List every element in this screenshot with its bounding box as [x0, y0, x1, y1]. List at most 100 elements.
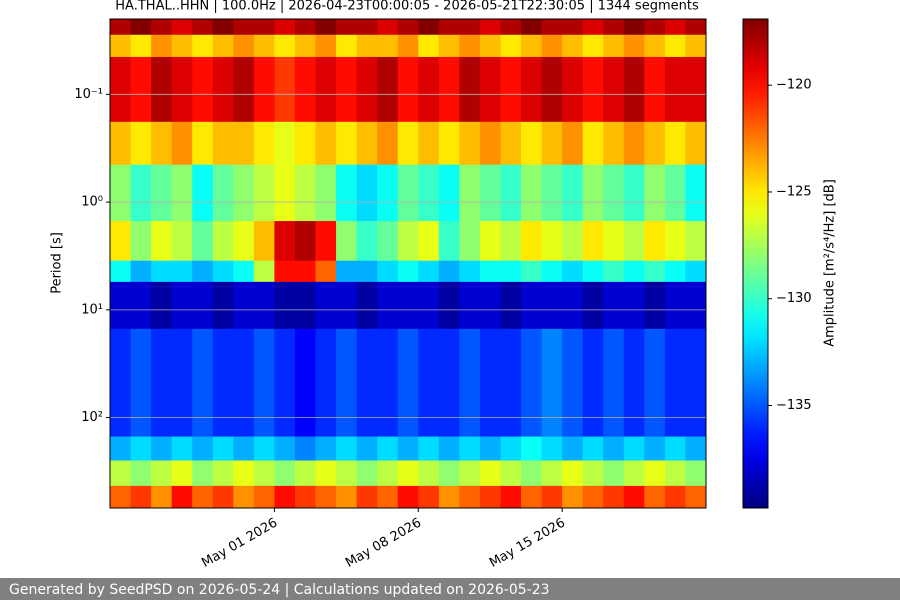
- heat-cell: [377, 328, 399, 437]
- heat-cell: [685, 460, 707, 487]
- heat-cell: [500, 281, 522, 330]
- heat-cell: [336, 164, 358, 222]
- heat-cell: [479, 34, 501, 58]
- heat-cell: [356, 260, 378, 283]
- heat-cell: [459, 221, 481, 262]
- heat-cell: [500, 460, 522, 487]
- heat-cell: [603, 221, 625, 262]
- heat-cell: [377, 56, 399, 123]
- heat-cell: [233, 19, 255, 36]
- heat-cell: [356, 56, 378, 123]
- heat-cell: [685, 260, 707, 283]
- heat-cell: [294, 485, 316, 509]
- heat-cell: [151, 221, 173, 262]
- heat-cell: [582, 56, 604, 123]
- heat-cell: [438, 164, 460, 222]
- heat-cell: [315, 56, 337, 123]
- heat-cell: [459, 328, 481, 437]
- colorbar-tick-label: −135: [776, 398, 812, 413]
- heat-cell: [274, 221, 296, 262]
- heat-cell: [192, 485, 214, 509]
- x-tick-label: May 08 2026: [343, 516, 424, 571]
- heat-cell: [664, 19, 686, 36]
- heat-cell: [110, 281, 131, 330]
- heat-cell: [233, 436, 255, 461]
- heat-cell: [315, 260, 337, 283]
- heat-cell: [212, 260, 234, 283]
- heat-cell: [212, 19, 234, 36]
- heat-cell: [664, 260, 686, 283]
- heat-cell: [644, 121, 666, 166]
- heat-cell: [521, 260, 542, 283]
- heat-cell: [438, 221, 460, 262]
- heat-cell: [685, 281, 707, 330]
- heat-cell: [644, 281, 666, 330]
- heat-cell: [438, 281, 460, 330]
- heat-cell: [459, 260, 481, 283]
- heat-cell: [541, 328, 563, 437]
- heat-cell: [171, 34, 193, 58]
- heat-cell: [623, 460, 645, 487]
- heat-cell: [315, 164, 337, 222]
- heat-cell: [253, 164, 275, 222]
- heat-cell: [212, 485, 234, 509]
- heat-cell: [130, 260, 152, 283]
- heat-cell: [685, 19, 707, 36]
- heat-cell: [315, 460, 337, 487]
- heat-cell: [336, 19, 358, 36]
- heat-cell: [541, 164, 563, 222]
- heat-cell: [459, 19, 481, 36]
- heat-cell: [274, 164, 296, 222]
- heat-cell: [438, 260, 460, 283]
- heat-cell: [664, 56, 686, 123]
- heat-cell: [438, 485, 460, 509]
- heat-cell: [521, 460, 542, 487]
- heat-cell: [192, 164, 214, 222]
- heat-cell: [541, 260, 563, 283]
- heat-cell: [336, 121, 358, 166]
- heat-cell: [171, 164, 193, 222]
- heat-cell: [130, 164, 152, 222]
- heat-cell: [212, 328, 234, 437]
- heat-cell: [582, 34, 604, 58]
- heat-cell: [582, 328, 604, 437]
- heat-cell: [253, 260, 275, 283]
- heat-cell: [664, 460, 686, 487]
- heat-cell: [479, 436, 501, 461]
- heat-cell: [130, 436, 152, 461]
- heat-cell: [130, 328, 152, 437]
- heat-cell: [459, 460, 481, 487]
- heat-cell: [603, 485, 625, 509]
- heat-cell: [623, 328, 645, 437]
- heat-cell: [418, 164, 440, 222]
- heat-cell: [151, 56, 173, 123]
- heat-cell: [541, 19, 563, 36]
- heat-cell: [562, 121, 584, 166]
- heat-cell: [582, 281, 604, 330]
- heat-cell: [397, 56, 419, 123]
- heat-cell: [603, 436, 625, 461]
- heat-cell: [521, 56, 542, 123]
- heat-cell: [685, 164, 707, 222]
- heat-cell: [253, 56, 275, 123]
- heat-cell: [315, 281, 337, 330]
- heat-cell: [562, 485, 584, 509]
- heat-cell: [315, 221, 337, 262]
- heat-cell: [582, 221, 604, 262]
- heat-cell: [521, 164, 542, 222]
- heat-cell: [336, 436, 358, 461]
- heat-cell: [233, 460, 255, 487]
- heat-cell: [562, 436, 584, 461]
- heat-cell: [253, 485, 275, 509]
- heat-cell: [500, 19, 522, 36]
- heat-cell: [644, 34, 666, 58]
- heat-cell: [130, 121, 152, 166]
- heat-cell: [500, 260, 522, 283]
- heat-cell: [623, 19, 645, 36]
- heat-cell: [459, 56, 481, 123]
- heat-cell: [212, 460, 234, 487]
- heat-cell: [377, 485, 399, 509]
- heat-cell: [397, 260, 419, 283]
- heat-cell: [644, 328, 666, 437]
- heat-cell: [377, 121, 399, 166]
